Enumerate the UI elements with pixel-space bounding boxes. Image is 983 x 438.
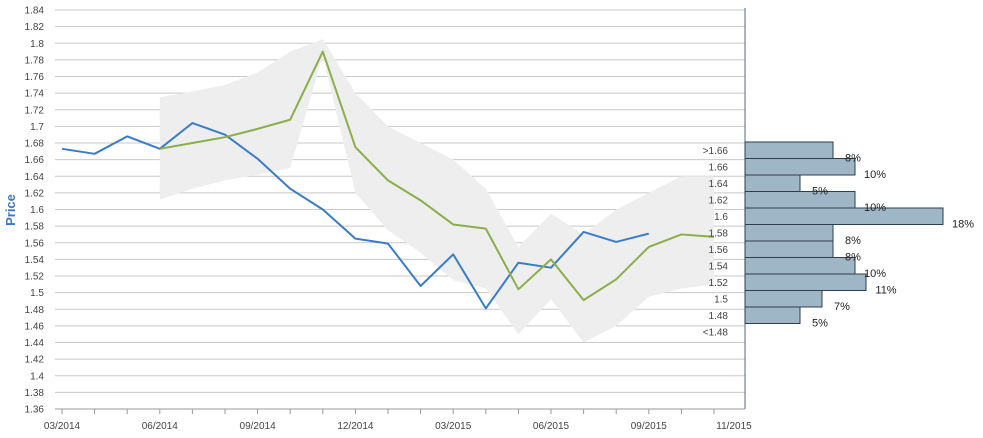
histogram-percent-label: 8%: [845, 235, 861, 247]
histogram-bar: [744, 141, 834, 159]
y-tick-label: 1.36: [25, 405, 45, 416]
histogram-bar: [744, 224, 834, 242]
histogram-bin-label: 1.62: [709, 195, 729, 206]
y-tick-label: 1.42: [25, 355, 45, 366]
y-tick-label: 1.52: [25, 272, 45, 283]
x-tick-label: 03/2015: [435, 421, 472, 432]
y-tick-label: 1.76: [25, 72, 45, 83]
y-tick-label: 1.64: [25, 172, 45, 183]
histogram-bin-label: 1.5: [714, 294, 728, 305]
y-tick-label: 1.5: [30, 288, 44, 299]
y-tick-label: 1.54: [25, 255, 45, 266]
series-lines: [61, 50, 715, 310]
histogram-percent-label: 5%: [812, 185, 828, 197]
histogram-bin-label: 1.6: [714, 212, 728, 223]
forecast-series-line: [159, 50, 715, 302]
histogram-bar: [744, 273, 867, 291]
histogram-bin-label: 1.64: [709, 179, 729, 190]
y-tick-label: 1.84: [25, 6, 45, 17]
histogram-bar: [744, 257, 856, 275]
histogram-percent-label: 5%: [812, 317, 828, 329]
histogram-percent-label: 7%: [834, 301, 850, 313]
y-tick-label: 1.46: [25, 321, 45, 332]
histogram-bin-label: 1.48: [709, 311, 729, 322]
y-tick-label: 1.44: [25, 338, 45, 349]
histogram-bin-label: 1.52: [709, 278, 729, 289]
forecast-band: [159, 39, 715, 343]
y-tick-label: 1.4: [30, 371, 44, 382]
histogram-bar: [744, 158, 856, 176]
y-tick-label: 1.74: [25, 89, 45, 100]
histogram-percent-label: 10%: [864, 268, 886, 280]
x-tick-label: 06/2014: [142, 421, 179, 432]
y-tick-label: 1.48: [25, 305, 45, 316]
histogram-bin-label: 1.56: [709, 245, 729, 256]
histogram-bar: [744, 290, 823, 308]
y-tick-label: 1.82: [25, 22, 45, 33]
histogram-percent-label: 8%: [845, 251, 861, 263]
histogram-bin-label: 1.66: [709, 162, 729, 173]
x-tick-label: 03/2014: [44, 421, 81, 432]
x-tick-label: 09/2015: [631, 421, 668, 432]
y-tick-label: 1.58: [25, 222, 45, 233]
histogram-bin-label: 1.54: [709, 261, 729, 272]
histogram-bin-label: 1.58: [709, 228, 729, 239]
histogram-percent-label: 11%: [875, 284, 896, 296]
histogram-percent-label: 8%: [845, 152, 861, 164]
y-tick-label: 1.72: [25, 105, 45, 116]
x-tick-label: 12/2014: [337, 421, 374, 432]
histogram-percent-label: 10%: [864, 202, 886, 214]
y-tick-label: 1.38: [25, 388, 45, 399]
histogram-bar: [744, 306, 801, 324]
histogram-percent-label: 10%: [864, 169, 886, 181]
histogram-percent-label: 18%: [952, 218, 974, 230]
histogram-bin-label: <1.48: [703, 327, 729, 338]
x-tick-label: 06/2015: [533, 421, 570, 432]
histogram-bar: [744, 240, 834, 258]
y-tick-label: 1.6: [30, 205, 44, 216]
y-tick-label: 1.56: [25, 238, 45, 249]
histogram-bin-label: >1.66: [703, 146, 729, 157]
histogram-bar: [744, 207, 944, 225]
histogram-bar: [744, 174, 801, 192]
y-axis-title: Price: [3, 194, 18, 226]
y-tick-label: 1.62: [25, 188, 45, 199]
x-tick-label: 11/2015: [716, 421, 752, 432]
confidence-band: [159, 39, 715, 343]
y-tick-label: 1.78: [25, 55, 45, 66]
histogram-bar: [744, 191, 856, 209]
y-tick-labels: 1.36 1.38 1.4 1.42 1.44 1.46 1.48 1.5 1.52 1.54 1.…: [25, 6, 45, 416]
distribution-histogram: >1.66 1.66 1.64 1.62 1.6 1.58 1.56 1.54 1.52 1.5 1…: [703, 141, 974, 338]
y-tick-label: 1.68: [25, 139, 45, 150]
y-tick-label: 1.8: [30, 39, 44, 50]
y-tick-label: 1.66: [25, 155, 45, 166]
x-tick-label: 09/2014: [240, 421, 277, 432]
y-tick-label: 1.7: [30, 122, 44, 133]
x-tick-labels: 03/2014 06/2014 09/2014 12/2014 03/2015 06/20…: [44, 421, 752, 432]
